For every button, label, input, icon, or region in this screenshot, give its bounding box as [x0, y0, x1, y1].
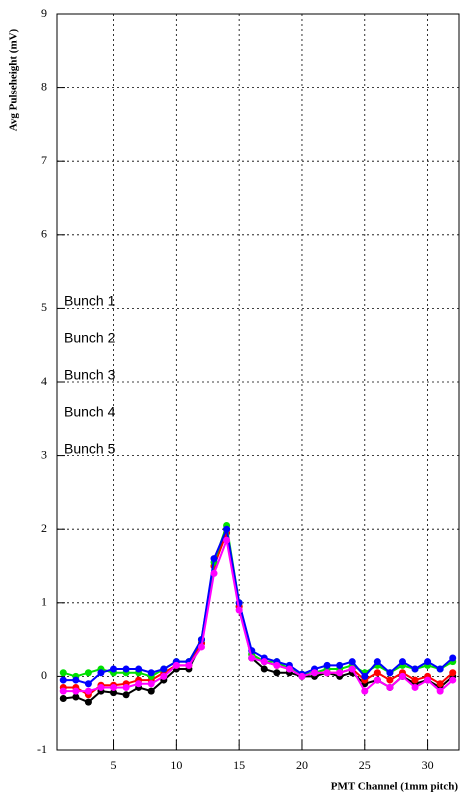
marker — [59, 669, 67, 677]
marker — [160, 672, 168, 680]
x-tick-label: 20 — [296, 758, 308, 772]
marker — [323, 669, 331, 677]
marker — [424, 658, 432, 666]
y-tick-label: 4 — [41, 374, 47, 388]
marker — [235, 606, 243, 614]
marker — [147, 687, 155, 695]
marker — [386, 669, 394, 677]
x-tick-label: 30 — [422, 758, 434, 772]
marker — [260, 658, 268, 666]
marker — [386, 676, 394, 684]
marker — [348, 665, 356, 673]
marker — [449, 669, 457, 677]
marker — [223, 525, 231, 533]
marker — [449, 654, 457, 662]
marker — [373, 658, 381, 666]
marker — [436, 687, 444, 695]
plot-frame — [56, 13, 460, 751]
marker — [436, 680, 444, 688]
marker — [361, 672, 369, 680]
marker — [135, 665, 143, 673]
marker — [210, 555, 218, 563]
marker — [449, 676, 457, 684]
marker — [84, 669, 92, 677]
marker — [336, 661, 344, 669]
marker — [185, 661, 193, 669]
y-tick-label: 8 — [41, 79, 47, 93]
marker — [84, 687, 92, 695]
marker — [59, 694, 67, 702]
marker — [84, 680, 92, 688]
marker — [147, 669, 155, 677]
marker — [97, 683, 105, 691]
y-tick-label: 1 — [41, 595, 47, 609]
marker — [97, 669, 105, 677]
marker — [436, 665, 444, 673]
marker — [72, 687, 80, 695]
y-tick-label: -1 — [37, 742, 47, 756]
marker — [110, 665, 118, 673]
marker — [398, 658, 406, 666]
y-tick-label: 7 — [41, 153, 47, 167]
marker — [260, 665, 268, 673]
x-axis-label: PMT Channel (1mm pitch) — [331, 781, 459, 793]
marker — [59, 687, 67, 695]
y-tick-label: 2 — [41, 521, 47, 535]
marker — [223, 536, 231, 544]
x-tick-label: 25 — [359, 758, 371, 772]
marker — [122, 691, 130, 699]
marker — [411, 683, 419, 691]
marker — [273, 661, 281, 669]
marker — [59, 676, 67, 684]
marker — [147, 680, 155, 688]
marker — [273, 669, 281, 677]
marker — [197, 643, 205, 651]
y-tick-label: 0 — [41, 668, 47, 682]
marker — [72, 676, 80, 684]
legend-entry: Bunch 5 — [64, 441, 116, 457]
legend-entry: Bunch 3 — [64, 367, 116, 383]
legend-entry: Bunch 2 — [64, 330, 116, 346]
y-axis-label: Avg Pulseheight (mV) — [8, 28, 20, 131]
marker — [285, 665, 293, 673]
marker — [398, 672, 406, 680]
marker — [84, 698, 92, 706]
marker — [411, 665, 419, 673]
marker — [72, 693, 80, 701]
marker — [361, 687, 369, 695]
marker — [160, 665, 168, 673]
marker — [172, 661, 180, 669]
x-tick-label: 5 — [111, 758, 117, 772]
marker — [311, 669, 319, 677]
legend-entry: Bunch 4 — [64, 404, 116, 420]
y-tick-label: 3 — [41, 447, 47, 461]
marker — [298, 672, 306, 680]
marker — [373, 669, 381, 677]
marker — [373, 676, 381, 684]
marker — [110, 689, 118, 697]
y-tick-label: 9 — [41, 6, 47, 20]
legend-entry: Bunch 1 — [64, 293, 116, 309]
marker — [336, 669, 344, 677]
x-tick-label: 15 — [233, 758, 245, 772]
marker — [122, 665, 130, 673]
marker — [210, 569, 218, 577]
marker — [411, 676, 419, 684]
marker — [248, 654, 256, 662]
marker — [135, 680, 143, 688]
y-tick-label: 5 — [41, 300, 47, 314]
marker — [323, 661, 331, 669]
x-tick-label: 10 — [170, 758, 182, 772]
marker — [122, 683, 130, 691]
marker — [386, 683, 394, 691]
y-tick-label: 6 — [41, 227, 47, 241]
marker — [348, 658, 356, 666]
marker — [424, 676, 432, 684]
marker — [110, 683, 118, 691]
